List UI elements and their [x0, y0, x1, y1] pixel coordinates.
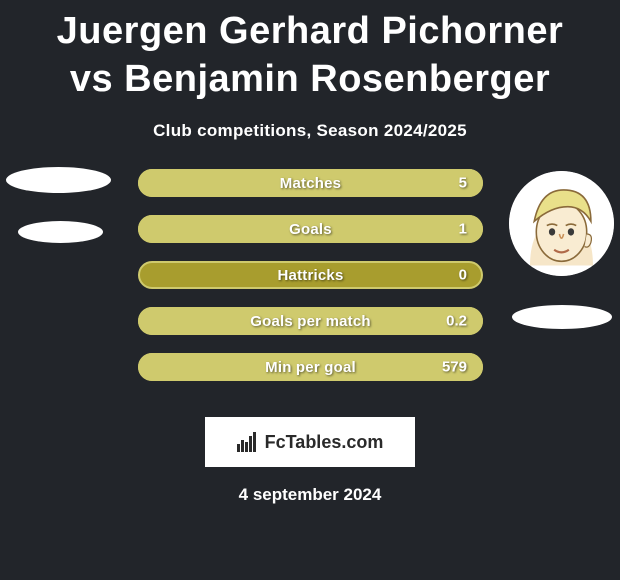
stat-label: Hattricks — [140, 267, 481, 284]
stat-bars: Matches5Goals1Hattricks0Goals per match0… — [138, 169, 483, 399]
player-right-avatar — [509, 171, 614, 276]
stat-row: Hattricks0 — [138, 261, 483, 289]
comparison-chart: Matches5Goals1Hattricks0Goals per match0… — [0, 173, 620, 403]
page-subtitle: Club competitions, Season 2024/2025 — [0, 121, 620, 141]
stat-row: Matches5 — [138, 169, 483, 197]
bar-chart-icon — [237, 432, 259, 452]
stat-row: Min per goal579 — [138, 353, 483, 381]
stat-value-right: 5 — [459, 175, 467, 192]
stat-label: Goals per match — [140, 313, 481, 330]
logo-box: FcTables.com — [205, 417, 415, 467]
stat-row: Goals1 — [138, 215, 483, 243]
player-right-name-placeholder — [512, 305, 612, 329]
stat-label: Min per goal — [140, 359, 481, 376]
stat-label: Matches — [140, 175, 481, 192]
player-left-name-placeholder — [18, 221, 103, 243]
stat-row: Goals per match0.2 — [138, 307, 483, 335]
stat-value-right: 579 — [442, 359, 467, 376]
page-title: Juergen Gerhard Pichorner vs Benjamin Ro… — [0, 0, 620, 103]
stat-value-right: 0.2 — [446, 313, 467, 330]
person-icon — [509, 171, 614, 276]
date-text: 4 september 2024 — [0, 485, 620, 505]
stat-label: Goals — [140, 221, 481, 238]
stat-value-right: 1 — [459, 221, 467, 238]
stat-value-right: 0 — [459, 267, 467, 284]
player-left-avatar-placeholder — [6, 167, 111, 193]
logo-text: FcTables.com — [265, 432, 384, 453]
